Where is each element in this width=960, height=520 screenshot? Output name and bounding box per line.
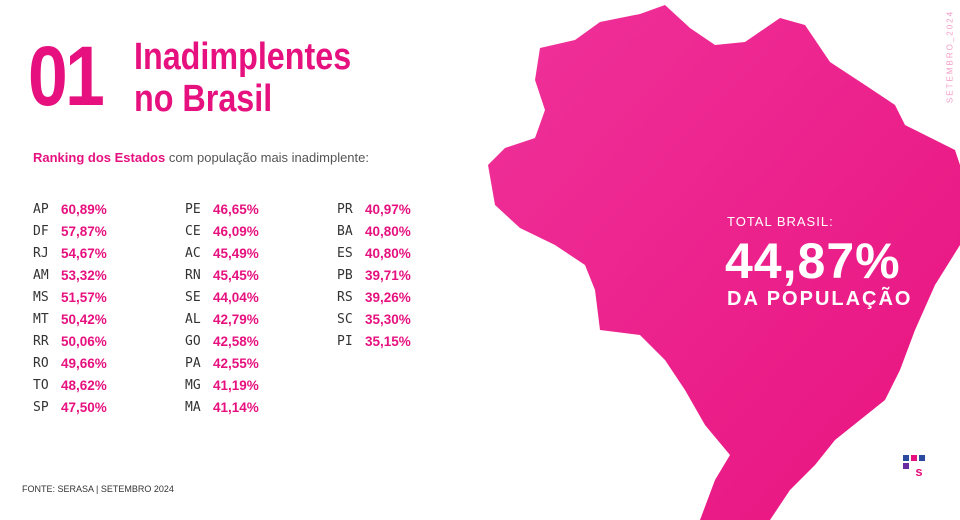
state-value: 45,49%	[213, 246, 259, 261]
state-value: 40,80%	[365, 224, 411, 239]
state-code: MG	[185, 378, 201, 393]
state-code: MA	[185, 400, 201, 415]
state-value: 45,45%	[213, 268, 259, 283]
state-code: PE	[185, 202, 201, 217]
state-value: 53,32%	[61, 268, 107, 283]
state-code: GO	[185, 334, 201, 349]
state-value: 48,62%	[61, 378, 107, 393]
state-value: 41,19%	[213, 378, 259, 393]
state-code: PR	[337, 202, 353, 217]
state-value: 39,26%	[365, 290, 411, 305]
title-line: no Brasil	[134, 78, 273, 120]
logo: s	[903, 455, 927, 479]
state-value: 49,66%	[61, 356, 107, 371]
state-code: SC	[337, 312, 353, 327]
state-code: SP	[33, 400, 49, 415]
total-value: 44,87%	[725, 233, 901, 289]
svg-text:s: s	[915, 464, 922, 479]
state-code: CE	[185, 224, 201, 239]
state-value: 39,71%	[365, 268, 411, 283]
state-code: AC	[185, 246, 201, 261]
state-value: 40,80%	[365, 246, 411, 261]
state-code: RN	[185, 268, 201, 283]
subtitle-rest: com população mais inadimplente:	[168, 150, 369, 165]
state-code: AM	[33, 268, 49, 283]
state-value: 42,79%	[213, 312, 259, 327]
state-value: 41,14%	[213, 400, 259, 415]
state-code: RO	[33, 356, 49, 371]
subtitle: Ranking dos Estados com população mais i…	[33, 150, 369, 165]
state-code: AL	[185, 312, 201, 327]
state-value: 40,97%	[365, 202, 411, 217]
section-number: 01	[28, 29, 105, 123]
state-value: 54,67%	[61, 246, 107, 261]
state-code: TO	[33, 378, 49, 393]
state-value: 57,87%	[61, 224, 107, 239]
state-value: 35,30%	[365, 312, 411, 327]
state-value: 50,42%	[61, 312, 107, 327]
state-code: PA	[185, 356, 201, 371]
state-value: 44,04%	[213, 290, 259, 305]
vertical-date: SETEMBRO_2024	[945, 9, 955, 104]
state-code: MT	[33, 312, 49, 327]
total-caption: DA POPULAÇÃO	[727, 288, 913, 310]
state-code: PB	[337, 268, 353, 283]
state-code: RJ	[33, 246, 49, 261]
state-code: RS	[337, 290, 353, 305]
state-code: SE	[185, 290, 201, 305]
state-value: 51,57%	[61, 290, 107, 305]
state-code: RR	[33, 334, 49, 349]
state-value: 47,50%	[61, 400, 107, 415]
state-value: 42,55%	[213, 356, 259, 371]
total-label: TOTAL BRASIL:	[727, 214, 834, 229]
state-code: ES	[337, 246, 353, 261]
state-value: 46,09%	[213, 224, 259, 239]
source: FONTE: SERASA | SETEMBRO 2024	[22, 484, 174, 494]
state-code: DF	[33, 224, 49, 239]
subtitle-strong: Ranking dos Estados	[33, 150, 166, 165]
state-value: 42,58%	[213, 334, 259, 349]
state-code: BA	[337, 224, 353, 239]
brazil-map	[488, 5, 960, 520]
title-line: Inadimplentes	[134, 36, 352, 78]
state-code: AP	[33, 202, 49, 217]
state-code: PI	[337, 334, 353, 349]
state-value: 46,65%	[213, 202, 259, 217]
state-value: 50,06%	[61, 334, 107, 349]
state-code: MS	[33, 290, 49, 305]
state-value: 35,15%	[365, 334, 411, 349]
state-value: 60,89%	[61, 202, 107, 217]
